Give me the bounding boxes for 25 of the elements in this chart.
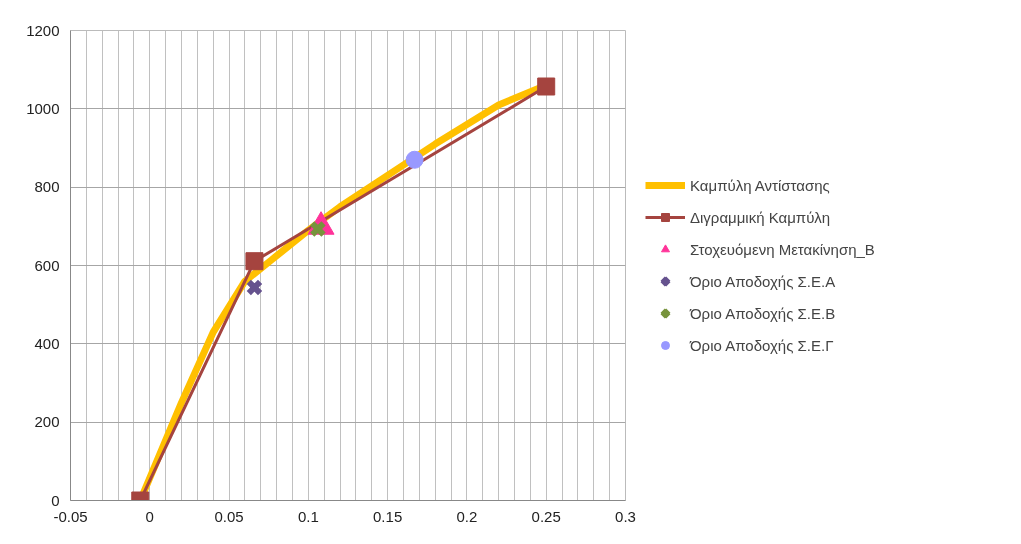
x-tick-label: 0.05 (214, 507, 244, 525)
legend-label: Διγραμμική Καμπύλη (690, 208, 831, 226)
legend-label: Όριο Αποδοχής Σ.Ε.Β (690, 304, 836, 322)
x-tick-label: 0.3 (615, 507, 636, 525)
y-tick-label: 1000 (26, 99, 60, 117)
x-tick-label: 0.2 (456, 507, 478, 525)
y-tick-label: 1200 (26, 21, 60, 39)
legend-label: Όριο Αποδοχής Σ.Ε.Α (690, 272, 836, 290)
x-tick-label: 0.1 (297, 507, 319, 525)
point (537, 77, 556, 96)
x-tick-label: 0 (145, 507, 154, 525)
y-tick-label: 800 (34, 178, 60, 196)
point (245, 278, 264, 297)
point (405, 150, 424, 169)
x-tick-label: 0.25 (531, 507, 561, 525)
y-tick-label: 0 (51, 491, 60, 509)
y-tick-label: 600 (34, 256, 60, 274)
legend-label: Στοχευόμενη Μετακίνηση_Β (690, 240, 875, 258)
legend-label: Όριο Αποδοχής Σ.Ε.Γ (690, 336, 834, 354)
y-tick-label: 400 (34, 334, 60, 352)
legend-label: Καμπύλη Αντίστασης (690, 176, 830, 194)
x-tick-label: -0.05 (53, 507, 88, 525)
x-tick-label: 0.15 (373, 507, 403, 525)
y-tick-label: 200 (34, 413, 60, 431)
point (245, 252, 264, 271)
